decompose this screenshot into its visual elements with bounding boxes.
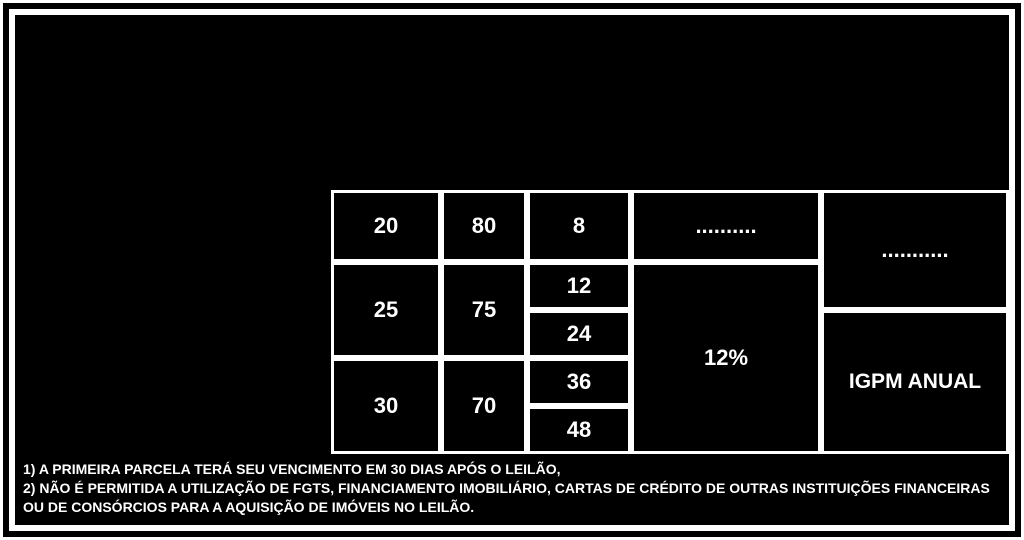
- cell-sinal-30: 30: [331, 358, 441, 454]
- cell-correcao-top-dots: ...........: [821, 190, 1009, 310]
- cell-meses-12: 12: [527, 262, 631, 310]
- footnotes: 1) A PRIMEIRA PARCELA TERÁ SEU VENCIMENT…: [17, 456, 1007, 523]
- cell-sinal-20: 20: [331, 190, 441, 262]
- cell-sinal-25: 25: [331, 262, 441, 358]
- content-area: 20 80 8 .......... ........... 25 75 12 …: [15, 15, 1009, 525]
- cell-juros-12pct: 12%: [631, 262, 821, 454]
- outer-frame: 20 80 8 .......... ........... 25 75 12 …: [3, 3, 1021, 537]
- cell-meses-48: 48: [527, 406, 631, 454]
- cell-correcao-igpm: IGPM ANUAL: [821, 310, 1009, 454]
- footnote-1: 1) A PRIMEIRA PARCELA TERÁ SEU VENCIMENT…: [23, 460, 1001, 479]
- cell-meses-8: 8: [527, 190, 631, 262]
- cell-meses-36: 36: [527, 358, 631, 406]
- cell-parcelado-80: 80: [441, 190, 527, 262]
- footnote-2: 2) NÃO É PERMITIDA A UTILIZAÇÃO DE FGTS,…: [23, 479, 1001, 517]
- cell-meses-24: 24: [527, 310, 631, 358]
- cell-parcelado-70: 70: [441, 358, 527, 454]
- cell-juros-row1-dots: ..........: [631, 190, 821, 262]
- cell-parcelado-75: 75: [441, 262, 527, 358]
